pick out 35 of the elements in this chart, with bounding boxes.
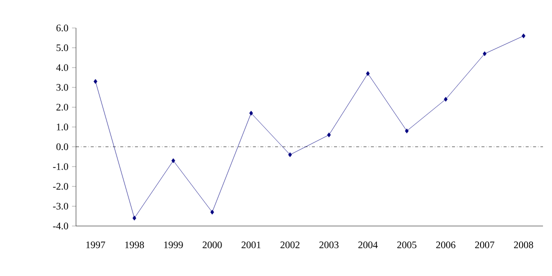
x-tick-label: 2003 [319, 242, 339, 248]
x-tick-label: 2006 [436, 242, 456, 248]
point [444, 96, 448, 102]
y-tick-label: -3.0 [53, 202, 68, 210]
point [249, 110, 253, 116]
y-tick-label: 4.0 [56, 64, 68, 71]
x-tick-label: 1997 [86, 242, 106, 248]
point [171, 158, 176, 164]
y-tick-label: -2.0 [53, 183, 68, 190]
y-tick-label: 2.0 [56, 104, 68, 111]
point [404, 128, 409, 134]
point [94, 79, 98, 84]
y-tick-label: 0.0 [56, 143, 68, 150]
x-tick-label: 2002 [280, 242, 300, 248]
point [210, 210, 214, 215]
y-tick-label: 6.0 [56, 24, 68, 32]
point [327, 132, 331, 138]
x-tick-label: 2000 [202, 242, 222, 248]
x-tick-label: 1998 [125, 242, 144, 248]
point [366, 71, 370, 76]
point [482, 51, 486, 56]
x-tick-label: 2005 [397, 242, 416, 248]
point [288, 152, 292, 158]
point [522, 34, 526, 38]
x-tick-label: 2007 [475, 242, 494, 248]
x-tick-label: 2001 [242, 242, 260, 248]
x-tick-label: 2008 [514, 242, 534, 248]
y-tick-label: -1.0 [53, 163, 68, 170]
x-tick-label: 1999 [164, 242, 183, 248]
y-tick-label: 3.0 [56, 84, 68, 91]
y-tick-label: 1.0 [56, 124, 68, 130]
y-tick-label: 5.0 [56, 44, 68, 52]
point [132, 216, 136, 220]
y-tick-label: -4.0 [53, 222, 68, 230]
x-tick-label: 2004 [358, 242, 378, 248]
